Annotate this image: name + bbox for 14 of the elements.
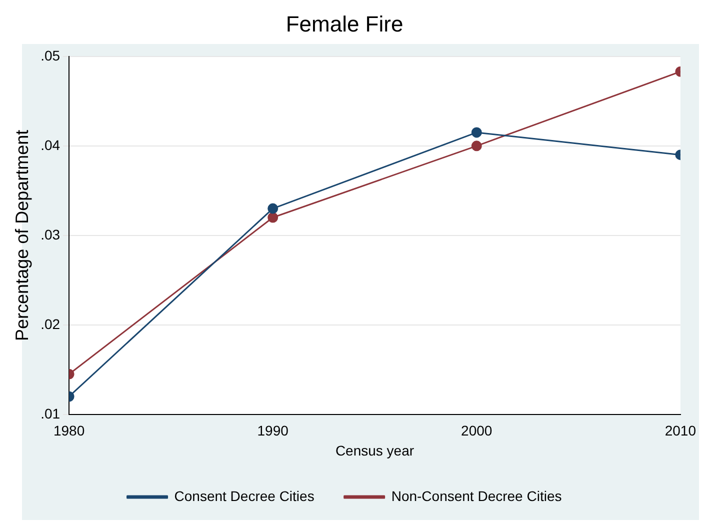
y-tick-label: .04 [40, 136, 60, 153]
y-tick-label: .02 [40, 316, 60, 332]
x-tick-label: 1980 [53, 422, 85, 439]
y-tick-label: .03 [40, 226, 60, 242]
legend-label: Consent Decree Cities [174, 488, 314, 504]
x-tick-label: 1990 [257, 422, 289, 439]
legend-label: Non-Consent Decree Cities [391, 488, 562, 504]
x-tick-label: 2010 [664, 422, 696, 439]
x-tick-label: 2000 [461, 422, 492, 439]
chart-title: Female Fire [286, 11, 404, 36]
y-tick-label: .01 [40, 405, 60, 422]
y-axis-title: Percentage of Department [12, 130, 32, 341]
x-axis-title: Census year [335, 442, 414, 458]
y-tick-label: .05 [40, 47, 60, 64]
